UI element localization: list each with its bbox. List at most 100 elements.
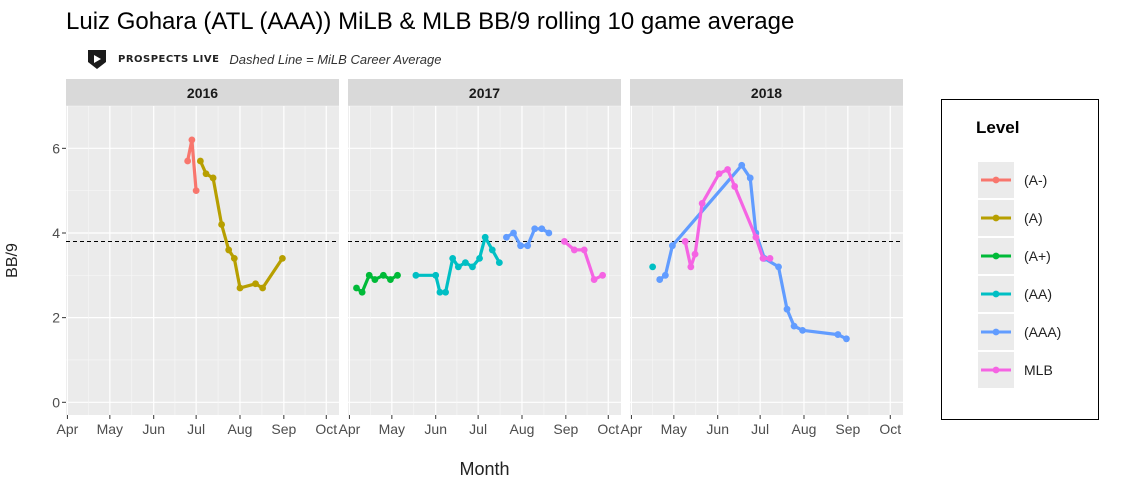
data-point [545,229,553,237]
x-tick-label: Apr [621,421,643,437]
legend-label: (A-) [1024,172,1048,188]
data-point [834,331,842,338]
x-tick-label: Oct [597,421,619,437]
data-point [724,166,732,173]
data-point [766,254,774,262]
data-point [365,271,373,279]
data-point [669,242,676,250]
x-tick-label: Aug [792,421,817,437]
y-tick-label: 0 [52,394,60,410]
panel-strip [630,79,903,106]
data-point [358,288,366,296]
x-tick-label: May [661,421,687,437]
data-point [656,276,664,283]
brand-bar: PROSPECTS LIVE Dashed Line = MiLB Career… [86,48,442,70]
data-point [230,254,238,262]
x-tick-label: Oct [879,421,901,437]
legend: Level (A-) (A) (A+) (AA) (AAA) MLB [941,99,1099,420]
data-point [387,276,394,283]
data-point [715,170,723,178]
data-point [379,271,387,279]
legend-label: (A) [1024,210,1043,226]
data-point [783,305,791,313]
data-point [225,246,233,254]
legend-key [978,238,1014,274]
x-tick-label: Aug [228,421,253,437]
y-tick-label: 6 [52,140,60,156]
panel-2018: 2018 Apr May Jun Jul Aug Sep Oct [621,79,903,437]
data-point [580,246,588,254]
data-point [252,280,259,288]
data-point [590,276,598,283]
legend-key-point [992,214,1000,222]
legend-label: (AAA) [1024,324,1062,340]
data-point [462,259,469,267]
data-point [746,174,754,182]
data-point [752,233,760,241]
panel-strip [348,79,621,106]
x-tick-label: Aug [510,421,535,437]
data-point [775,263,782,271]
x-tick-label: May [379,421,405,437]
data-point [449,254,457,262]
legend-key-point [992,176,1000,184]
y-tick-label: 2 [52,310,60,326]
data-point [524,242,532,250]
data-point [259,284,267,292]
data-point [538,225,546,233]
series-line-mlb [683,167,772,269]
y-axis-label: BB/9 [4,243,21,278]
data-point [188,136,196,144]
data-point [442,288,450,296]
legend-item: (A-) [978,162,1088,198]
brand-name: PROSPECTS LIVE [118,53,220,65]
data-point [476,254,483,262]
legend-key-point [992,252,1000,260]
data-point [843,335,850,343]
y-tick-label: 4 [52,225,60,241]
play-shield-icon [86,48,108,70]
legend-item: (A) [978,200,1088,236]
x-tick-label: Apr [57,421,79,437]
chart-title: Luiz Gohara (ATL (AAA)) MiLB & MLB BB/9 … [66,8,795,35]
x-tick-label: Jun [424,421,447,437]
x-tick-label: Jun [142,421,165,437]
data-point [192,187,200,195]
panel-strip-label: 2018 [751,85,782,101]
legend-key [978,162,1014,198]
data-point [691,250,699,258]
data-point [279,254,286,262]
data-point [759,254,767,262]
panel-background [66,106,339,415]
series-line-a [198,159,284,290]
legend-key-point [992,290,1000,298]
x-tick-label: Apr [339,421,361,437]
data-point [488,246,496,254]
data-point [503,233,510,241]
data-point [738,161,746,169]
x-axis-label: Month [459,459,509,479]
data-point [731,183,739,190]
data-point [495,259,503,267]
legend-item: (AAA) [978,314,1088,350]
chart-subtitle: Dashed Line = MiLB Career Average [229,51,442,67]
data-point [570,246,578,254]
data-point [481,233,489,241]
legend-label: (A+) [1024,248,1051,264]
legend-key-point [992,328,1000,336]
legend-key [978,352,1014,388]
data-point [561,238,568,245]
legend-key [978,314,1014,350]
data-point [687,263,695,271]
data-point [698,199,706,207]
data-point [436,288,444,296]
data-point [649,263,657,271]
data-point [517,242,524,250]
data-point [218,221,225,228]
data-point [510,229,517,237]
legend-key [978,200,1014,236]
data-point [661,271,669,279]
data-point [432,271,440,279]
x-tick-label: Sep [271,421,296,437]
